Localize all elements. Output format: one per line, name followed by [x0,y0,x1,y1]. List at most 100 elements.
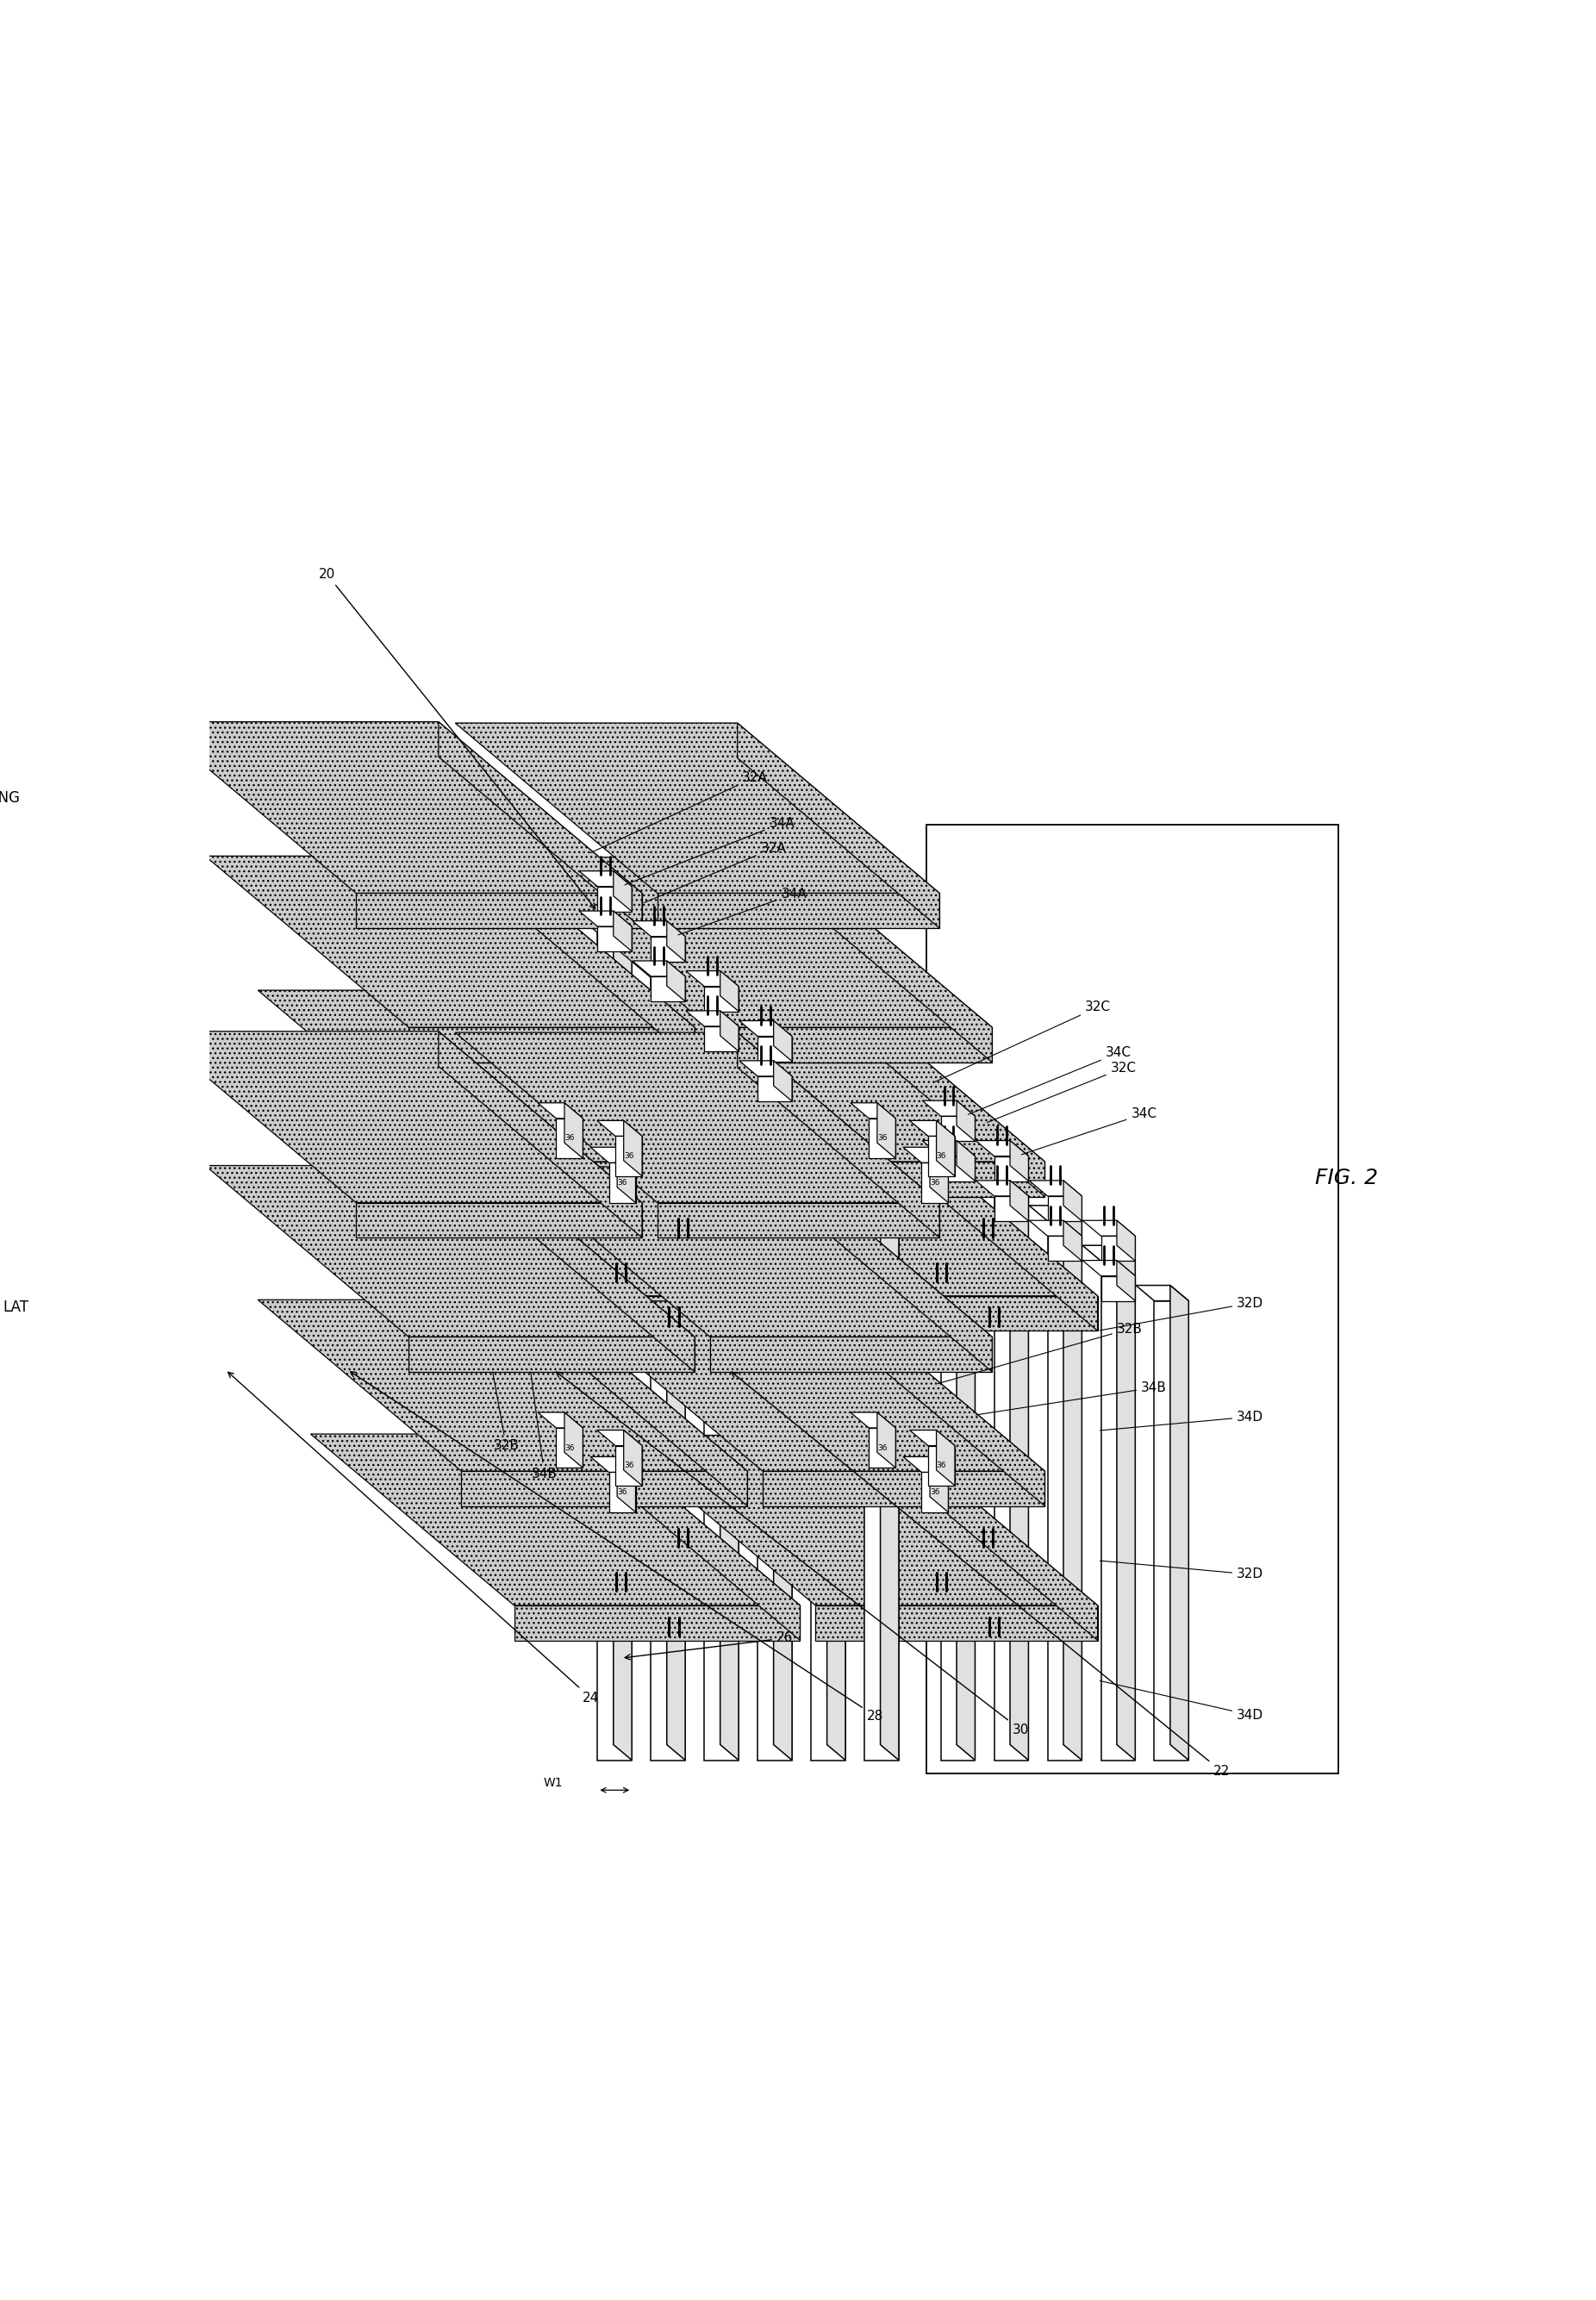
Text: 36: 36 [618,1488,627,1495]
Polygon shape [544,991,747,1196]
Polygon shape [591,1456,635,1472]
Polygon shape [739,1046,792,1060]
Polygon shape [514,1605,800,1640]
Text: 22: 22 [731,1373,1231,1778]
Polygon shape [720,1010,739,1051]
Text: 36: 36 [878,1444,887,1451]
Polygon shape [921,1472,948,1511]
Polygon shape [409,1028,694,1063]
Polygon shape [763,1162,1045,1196]
Polygon shape [910,1120,954,1136]
Polygon shape [597,1431,642,1447]
Polygon shape [616,1136,642,1175]
Polygon shape [616,1447,642,1486]
Polygon shape [774,1021,792,1060]
Polygon shape [618,1148,635,1203]
Polygon shape [1117,1244,1135,1760]
Polygon shape [206,1166,694,1336]
Polygon shape [903,1456,948,1472]
Polygon shape [579,872,632,886]
Text: 34B: 34B [531,1373,557,1481]
Polygon shape [455,722,940,892]
Text: 32C: 32C [988,1060,1136,1122]
Text: W1: W1 [543,1778,563,1789]
Polygon shape [720,996,739,1759]
Polygon shape [686,971,739,987]
Polygon shape [1063,1180,1082,1221]
Polygon shape [940,1157,975,1182]
Polygon shape [455,1033,940,1203]
Text: 20: 20 [319,568,595,908]
Polygon shape [929,1447,954,1486]
Polygon shape [816,1605,1098,1640]
Polygon shape [311,1125,800,1295]
Polygon shape [846,1145,899,1162]
Polygon shape [618,1456,635,1511]
Polygon shape [1010,1141,1028,1182]
Text: 26: 26 [626,1631,793,1661]
Polygon shape [658,892,940,929]
Polygon shape [956,1125,975,1760]
Polygon shape [930,1456,948,1511]
Polygon shape [1082,1221,1135,1235]
Polygon shape [153,722,642,892]
Polygon shape [658,1203,940,1237]
Polygon shape [651,961,685,1760]
Polygon shape [565,1412,583,1467]
Text: 30: 30 [557,1371,1029,1736]
Polygon shape [624,1431,642,1486]
Polygon shape [1047,1221,1082,1759]
Polygon shape [790,858,993,1063]
Polygon shape [1117,1221,1135,1260]
Polygon shape [632,961,685,978]
Polygon shape [134,775,168,830]
Polygon shape [929,1136,954,1175]
Polygon shape [865,1162,899,1760]
Polygon shape [704,1012,739,1759]
Polygon shape [632,920,685,936]
Polygon shape [538,1104,583,1118]
Polygon shape [134,646,168,701]
Polygon shape [492,856,694,1063]
Polygon shape [560,1302,1045,1472]
Polygon shape [868,1118,895,1159]
Polygon shape [922,1102,975,1116]
Polygon shape [922,1125,975,1141]
Polygon shape [903,1148,948,1164]
Text: 34B: 34B [977,1380,1167,1414]
Polygon shape [774,1046,792,1759]
Polygon shape [878,1412,895,1467]
Text: 32B: 32B [493,1373,519,1451]
Polygon shape [827,1095,846,1760]
Polygon shape [895,1125,1098,1332]
Polygon shape [1063,1205,1082,1759]
Polygon shape [940,1141,975,1760]
Text: LONG: LONG [0,791,21,805]
Polygon shape [922,1141,975,1157]
Text: 34D: 34D [1100,1681,1264,1720]
Polygon shape [259,1299,747,1472]
Polygon shape [1136,1286,1189,1302]
Text: 36: 36 [624,1463,634,1470]
Polygon shape [555,1118,583,1159]
Polygon shape [597,911,632,1759]
Text: 36: 36 [937,1152,946,1159]
Polygon shape [508,1166,993,1336]
Polygon shape [597,1433,800,1640]
Polygon shape [1101,1235,1135,1260]
Polygon shape [610,1164,635,1203]
Polygon shape [940,1115,975,1141]
Polygon shape [134,1166,168,1219]
Polygon shape [153,1030,642,1203]
Text: 32D: 32D [1100,1297,1264,1329]
Polygon shape [259,991,747,1162]
Text: 34C: 34C [1021,1106,1157,1155]
Polygon shape [975,1180,1028,1196]
Polygon shape [790,1166,993,1371]
Polygon shape [544,1299,747,1506]
Text: 36: 36 [878,1134,887,1143]
Polygon shape [1117,1260,1135,1302]
Text: 32A: 32A [643,842,787,904]
Polygon shape [206,856,694,1028]
Text: 34A: 34A [626,816,795,886]
